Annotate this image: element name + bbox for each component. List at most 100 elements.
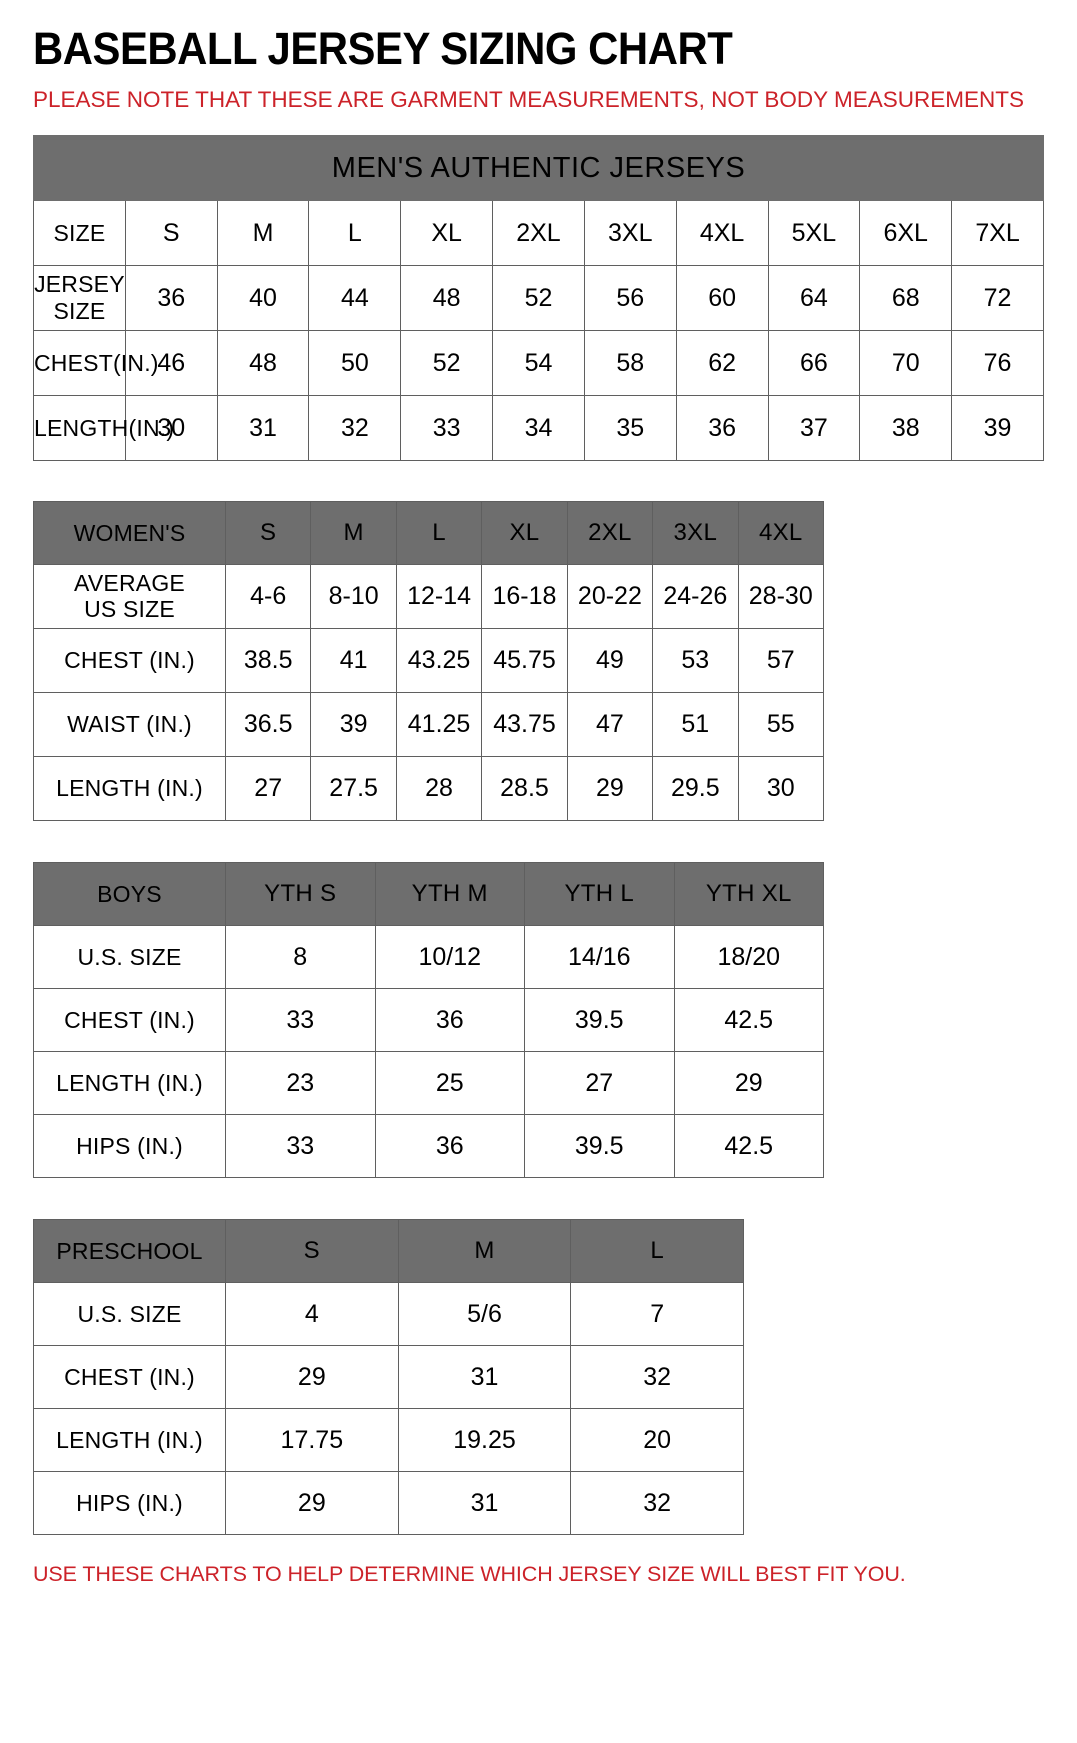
cell-value: 36 — [124, 265, 218, 331]
preschool-sizing-table: PRESCHOOL S M L U.S. SIZE 4 5/6 7 CHEST … — [33, 1219, 744, 1535]
cell-value: 43.75 — [481, 692, 568, 757]
cell-value: 34 — [492, 395, 585, 461]
cell-value: 38 — [859, 395, 953, 461]
cell-value: 38.5 — [224, 628, 312, 693]
table-row: CHEST (IN.) 38.5 41 43.25 45.75 49 53 57 — [33, 628, 825, 693]
cell-value: 70 — [859, 330, 953, 396]
cell-value: 31 — [216, 395, 310, 461]
table-row: CHEST (IN.) 33 36 39.5 42.5 — [33, 988, 824, 1052]
cell-value: 66 — [767, 330, 861, 396]
row-label: HIPS (IN.) — [33, 1114, 226, 1178]
boys-col-yth-l: YTH L — [524, 862, 675, 926]
boys-corner-label: BOYS — [33, 862, 226, 926]
table-row: LENGTH (IN.) 23 25 27 29 — [33, 1051, 824, 1115]
preschool-col-s: S — [225, 1219, 399, 1283]
table-row: U.S. SIZE 4 5/6 7 — [33, 1282, 744, 1346]
cell-value: 28-30 — [737, 564, 825, 629]
cell-value: 40 — [216, 265, 310, 331]
cell-value: 29 — [225, 1345, 399, 1409]
page-title: BASEBALL JERSEY SIZING CHART — [33, 23, 733, 74]
cell-value: 27 — [224, 756, 312, 821]
cell-value: 48 — [216, 330, 310, 396]
mens-col-6xl: 6XL — [859, 200, 953, 266]
cell-value: 29.5 — [652, 756, 739, 821]
mens-col-2xl: 2XL — [492, 200, 585, 266]
boys-header-row: BOYS YTH S YTH M YTH L YTH XL — [33, 862, 824, 926]
boys-col-yth-xl: YTH XL — [673, 862, 824, 926]
cell-value: 76 — [951, 330, 1044, 396]
cell-value: 45.75 — [481, 628, 568, 693]
cell-value: 19.25 — [397, 1408, 572, 1472]
cell-value: 31 — [397, 1345, 572, 1409]
cell-value: 47 — [566, 692, 654, 757]
cell-value: 41 — [310, 628, 397, 693]
preschool-col-m: M — [397, 1219, 572, 1283]
cell-value: 39 — [951, 395, 1044, 461]
garment-measurement-note: PLEASE NOTE THAT THESE ARE GARMENT MEASU… — [33, 87, 1025, 112]
cell-value: 32 — [308, 395, 402, 461]
mens-band-title: MEN'S AUTHENTIC JERSEYS — [33, 135, 1044, 201]
cell-value: 27.5 — [310, 756, 397, 821]
cell-value: 39.5 — [524, 1114, 675, 1178]
table-row: LENGTH (IN.) 17.75 19.25 20 — [33, 1408, 744, 1472]
preschool-corner-label: PRESCHOOL — [33, 1219, 226, 1283]
mens-band-row: MEN'S AUTHENTIC JERSEYS — [33, 135, 1044, 201]
cell-value: 23 — [225, 1051, 376, 1115]
row-label: HIPS (IN.) — [33, 1471, 226, 1535]
cell-value: 20 — [570, 1408, 744, 1472]
mens-col-3xl: 3XL — [583, 200, 677, 266]
cell-value: 39.5 — [524, 988, 675, 1052]
mens-col-l: L — [308, 200, 402, 266]
cell-value: 62 — [675, 330, 769, 396]
cell-value: 14/16 — [524, 925, 675, 989]
cell-value: 49 — [566, 628, 654, 693]
table-row: LENGTH(IN.) 30 31 32 33 34 35 36 37 38 3… — [33, 395, 1044, 461]
cell-value: 12-14 — [395, 564, 483, 629]
mens-col-7xl: 7XL — [951, 200, 1044, 266]
cell-value: 58 — [583, 330, 677, 396]
cell-value: 52 — [400, 330, 494, 396]
row-label: LENGTH(IN.) — [33, 395, 174, 461]
cell-value: 72 — [951, 265, 1044, 331]
preschool-col-l: L — [570, 1219, 744, 1283]
row-label: U.S. SIZE — [33, 925, 226, 989]
cell-value: 44 — [308, 265, 402, 331]
cell-value: 20-22 — [566, 564, 654, 629]
row-label: JERSEY SIZE — [33, 265, 126, 331]
cell-value: 33 — [225, 988, 376, 1052]
row-label: WAIST (IN.) — [33, 692, 226, 757]
mens-col-s: S — [124, 200, 218, 266]
mens-header-row: SIZE S M L XL 2XL 3XL 4XL 5XL 6XL 7XL — [33, 200, 1044, 266]
cell-value: 7 — [570, 1282, 744, 1346]
cell-value: 16-18 — [481, 564, 568, 629]
womens-header-row: WOMEN'S S M L XL 2XL 3XL 4XL — [33, 501, 825, 565]
womens-corner-label: WOMEN'S — [33, 501, 226, 565]
mens-col-5xl: 5XL — [767, 200, 861, 266]
preschool-header-row: PRESCHOOL S M L — [33, 1219, 744, 1283]
cell-value: 48 — [400, 265, 494, 331]
cell-value: 64 — [767, 265, 861, 331]
cell-value: 46 — [124, 330, 218, 396]
table-row: U.S. SIZE 8 10/12 14/16 18/20 — [33, 925, 824, 989]
cell-value: 42.5 — [673, 988, 824, 1052]
cell-value: 29 — [673, 1051, 824, 1115]
cell-value: 51 — [652, 692, 739, 757]
cell-value: 43.25 — [395, 628, 483, 693]
mens-sizing-table: MEN'S AUTHENTIC JERSEYS SIZE S M L XL 2X… — [33, 135, 1044, 461]
cell-value: 18/20 — [673, 925, 824, 989]
cell-value: 24-26 — [652, 564, 739, 629]
table-row: HIPS (IN.) 29 31 32 — [33, 1471, 744, 1535]
cell-value: 37 — [767, 395, 861, 461]
cell-value: 30 — [737, 756, 825, 821]
cell-value: 56 — [583, 265, 677, 331]
row-label: CHEST (IN.) — [33, 628, 226, 693]
cell-value: 39 — [310, 692, 397, 757]
boys-sizing-table: BOYS YTH S YTH M YTH L YTH XL U.S. SIZE … — [33, 862, 824, 1178]
cell-value: 30 — [124, 395, 218, 461]
row-label: CHEST (IN.) — [33, 988, 226, 1052]
mens-col-xl: XL — [400, 200, 494, 266]
cell-value: 5/6 — [397, 1282, 572, 1346]
table-row: JERSEY SIZE 36 40 44 48 52 56 60 64 68 7… — [33, 265, 1044, 331]
row-label: LENGTH (IN.) — [33, 1408, 226, 1472]
table-row: CHEST (IN.) 29 31 32 — [33, 1345, 744, 1409]
